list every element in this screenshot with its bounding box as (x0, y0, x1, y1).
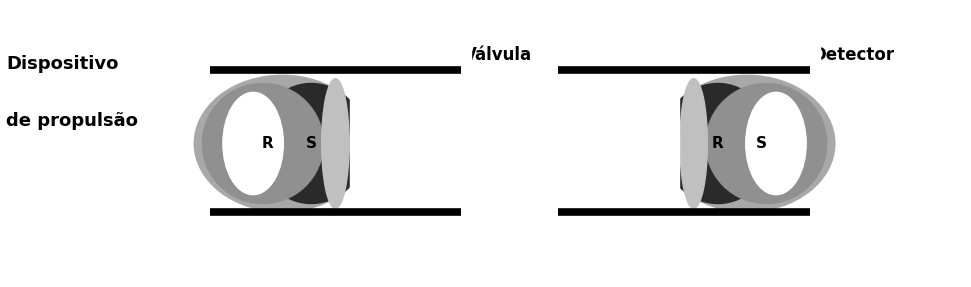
Text: R: R (712, 136, 723, 151)
Ellipse shape (194, 75, 370, 212)
Bar (200, 0, 471, 67)
Text: R: R (262, 136, 274, 151)
Ellipse shape (202, 84, 323, 203)
Text: S: S (756, 136, 767, 151)
Ellipse shape (223, 92, 284, 195)
Bar (200, 215, 471, 286)
Text: Válvula: Válvula (464, 46, 532, 64)
Ellipse shape (706, 84, 826, 203)
Ellipse shape (659, 75, 835, 212)
Text: S: S (306, 136, 317, 151)
Bar (549, 0, 820, 67)
Text: b): b) (682, 10, 706, 30)
Ellipse shape (663, 84, 773, 203)
Text: de propulsão: de propulsão (6, 112, 138, 130)
Text: a): a) (323, 10, 348, 30)
Ellipse shape (680, 79, 708, 208)
Ellipse shape (256, 84, 366, 203)
Bar (549, 215, 820, 286)
Text: Detector: Detector (813, 46, 895, 64)
Text: Dispositivo: Dispositivo (6, 55, 118, 73)
Ellipse shape (746, 92, 806, 195)
Ellipse shape (321, 79, 350, 208)
Bar (553, 72, 679, 209)
Bar (350, 72, 476, 209)
